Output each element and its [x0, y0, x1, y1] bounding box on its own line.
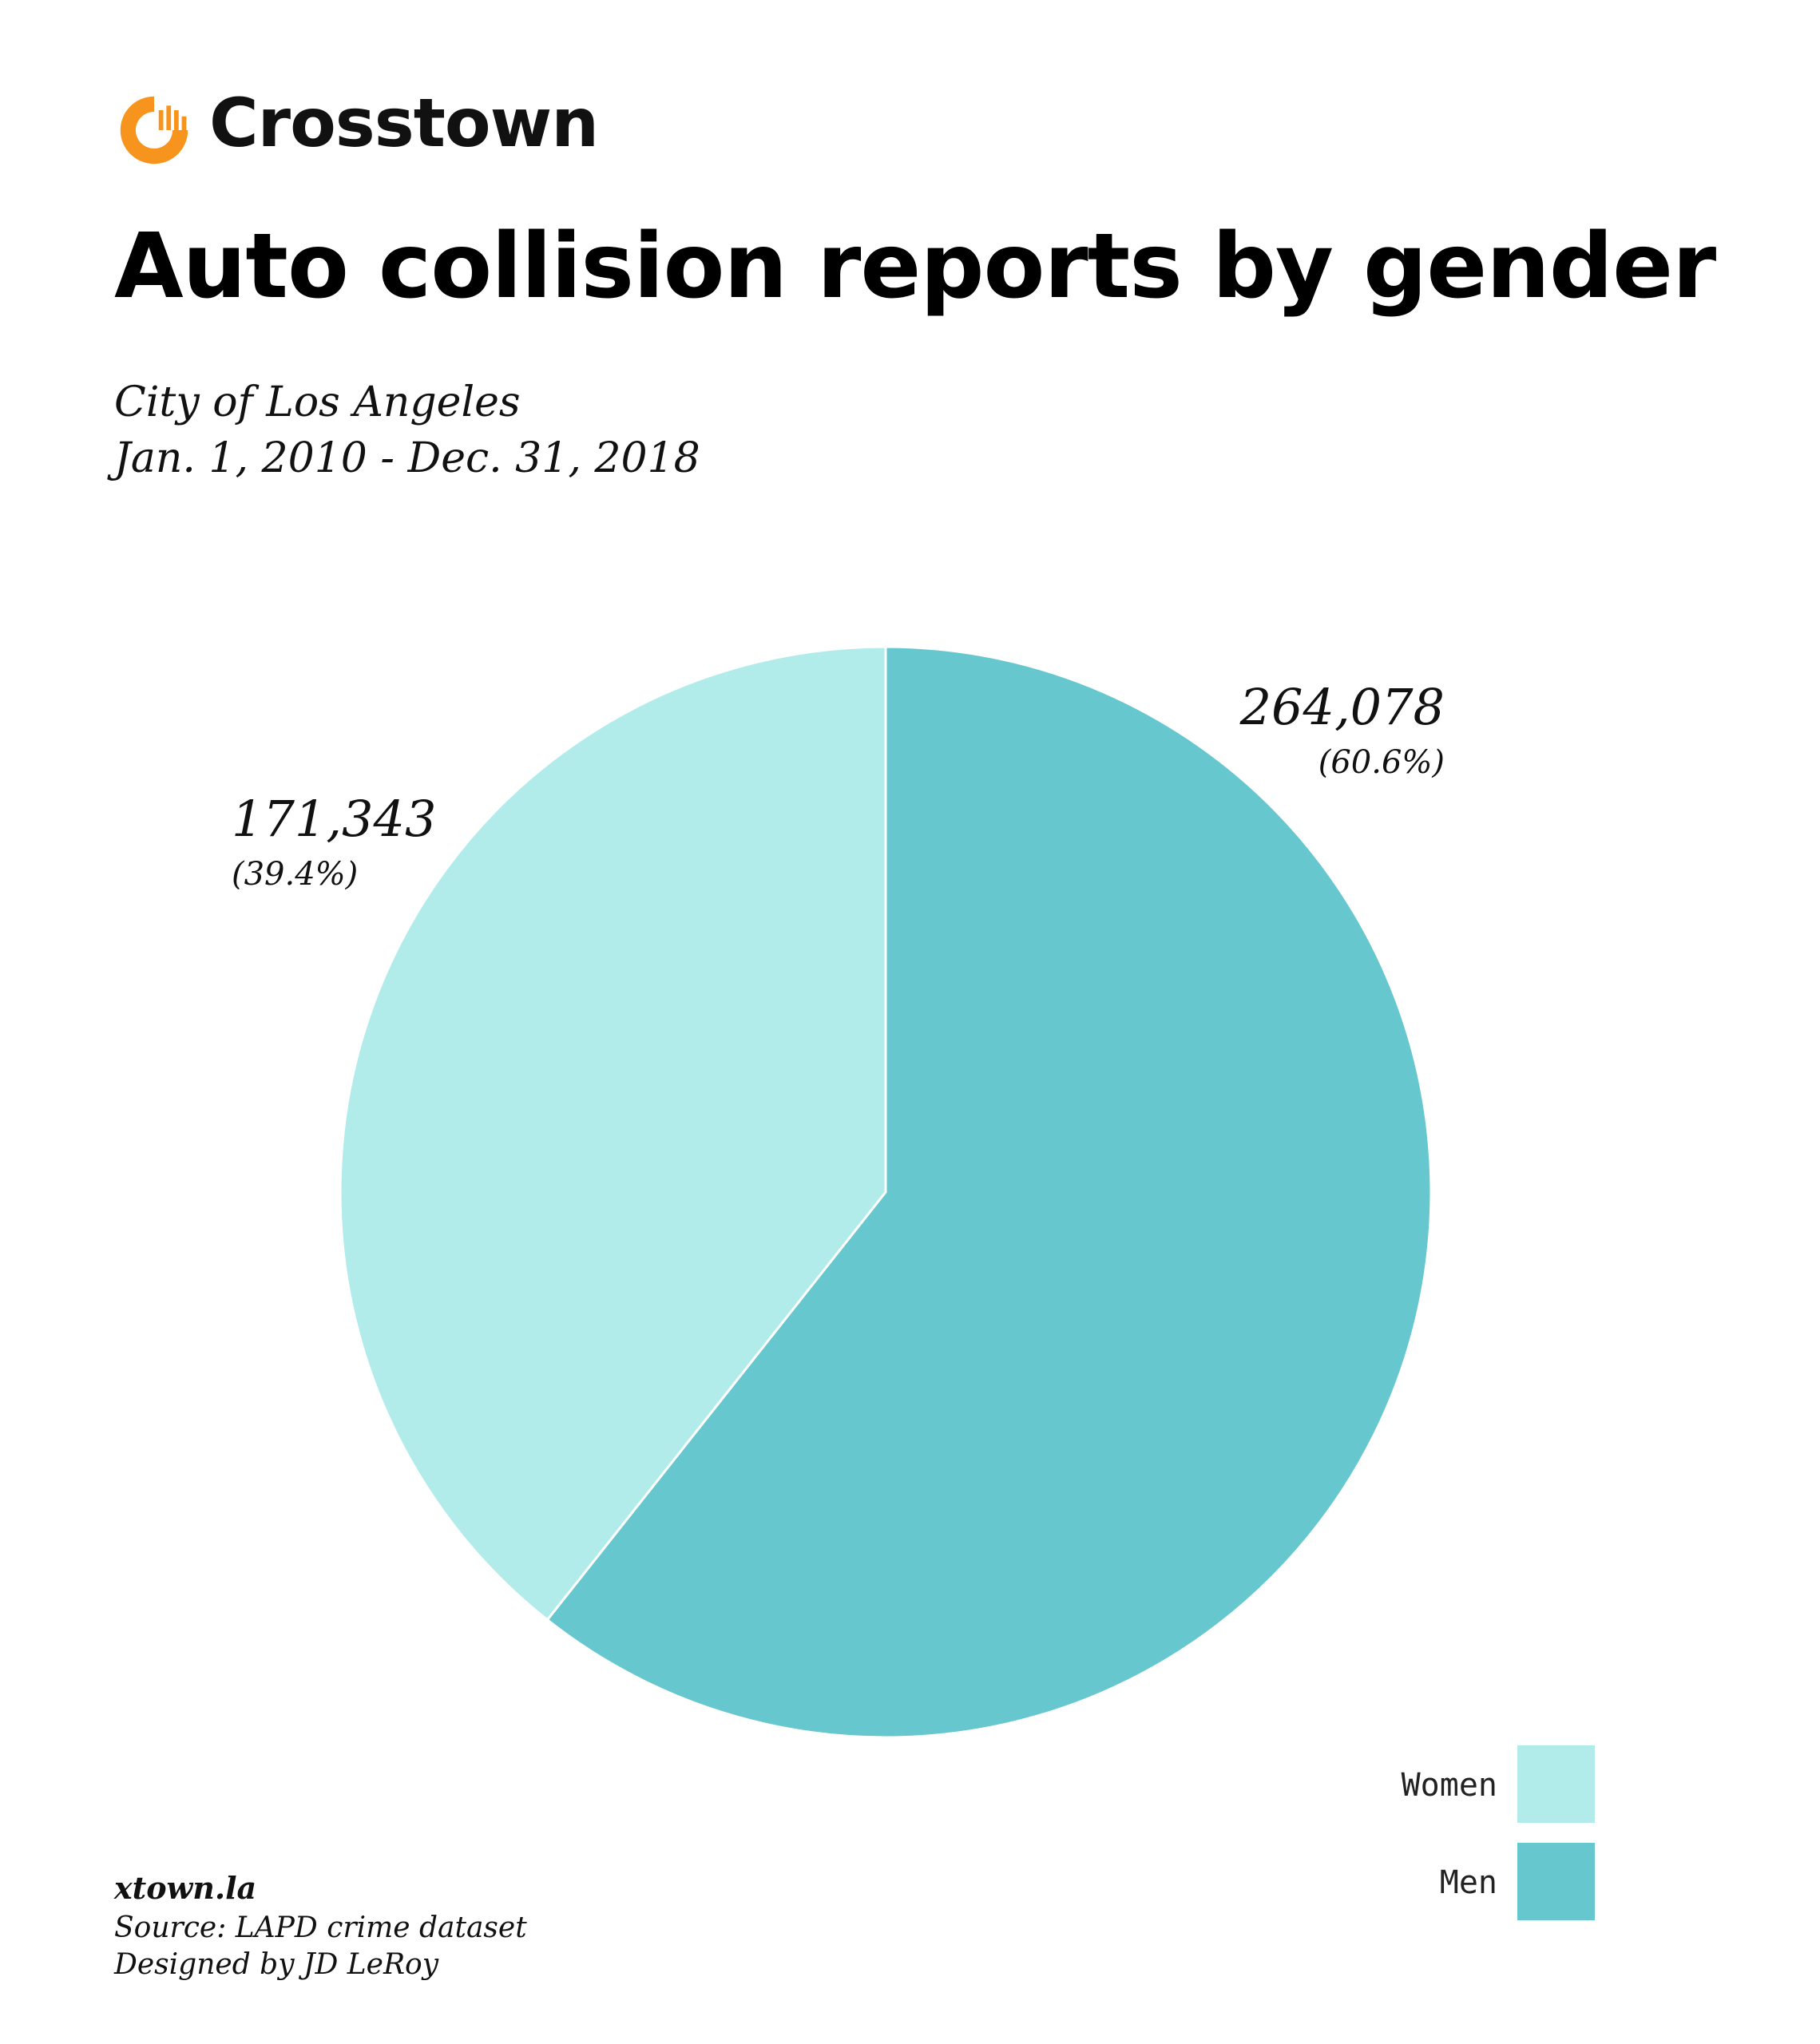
legend-men-swatch: [1517, 1843, 1595, 1920]
men-percent-label: (60.6%): [1318, 744, 1445, 781]
legend-women-swatch: [1517, 1745, 1595, 1823]
women-value-label: 171,343: [232, 790, 437, 848]
pie-slice-women: [339, 645, 887, 1622]
footer-site: xtown.la: [114, 1870, 257, 1906]
footer-designer: Designed by JD LeRoy: [114, 1948, 439, 1981]
chart-title: Auto collision reports by gender: [114, 215, 1716, 319]
subtitle-date-range: Jan. 1, 2010 - Dec. 31, 2018: [114, 434, 700, 482]
legend-women-label: Women: [1401, 1767, 1497, 1804]
footer-source: Source: LAPD crime dataset: [114, 1911, 527, 1944]
pie-slice-men: [545, 645, 1433, 1739]
subtitle-location: City of Los Angeles: [114, 378, 521, 426]
crosstown-logo-icon: [120, 96, 188, 164]
brand-name: Crosstown: [209, 84, 599, 162]
women-percent-label: (39.4%): [232, 856, 359, 893]
legend-men-label: Men: [1439, 1864, 1497, 1901]
men-value-label: 264,078: [1239, 678, 1445, 736]
